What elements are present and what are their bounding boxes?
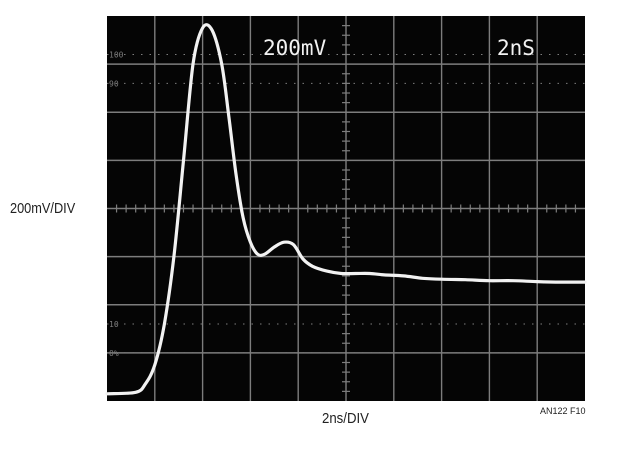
figure-id: AN122 F10	[540, 406, 586, 416]
waveform-trace	[105, 23, 587, 396]
horizontal-scale-readout: 2nS	[497, 36, 535, 60]
graticule-mark-label: 90	[109, 79, 119, 88]
graticule-mark-label: 10	[109, 320, 119, 329]
graticule-grid	[107, 16, 585, 401]
y-axis-label: 200mV/DIV	[10, 200, 76, 217]
vertical-scale-readout: 200mV	[263, 36, 327, 60]
graticule-mark-label: 100	[109, 51, 124, 60]
graticule-mark-label: 0%	[109, 349, 119, 358]
graticule-marks: 100 90 10 0%	[109, 51, 124, 358]
x-axis-label: 2ns/DIV	[322, 410, 369, 427]
